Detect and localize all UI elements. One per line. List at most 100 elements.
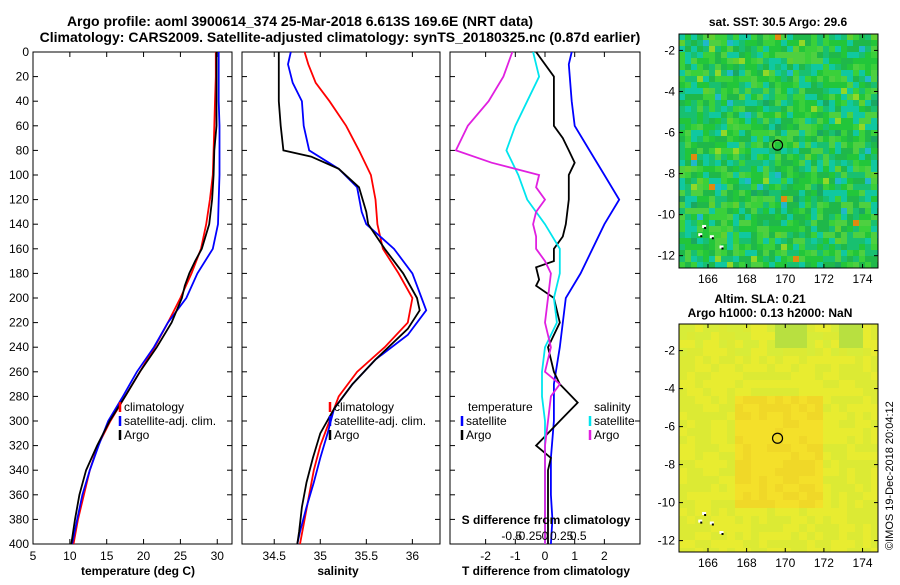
sst-cell xyxy=(859,214,865,220)
sst-cell xyxy=(835,34,841,40)
sla-cell xyxy=(719,372,727,380)
sla-cell xyxy=(751,428,759,436)
sla-cell xyxy=(831,396,839,404)
sst-cell xyxy=(769,166,775,172)
x-tick-label: 166 xyxy=(698,556,718,570)
sst-cell xyxy=(811,184,817,190)
sla-cell xyxy=(863,348,871,356)
sst-cell xyxy=(757,196,763,202)
sla-cell xyxy=(807,476,815,484)
sla-cell xyxy=(711,460,719,468)
sst-cell xyxy=(829,70,835,76)
coast-speck xyxy=(711,237,714,240)
sst-cell xyxy=(709,214,715,220)
sst-cell xyxy=(697,226,703,232)
sst-cell xyxy=(829,202,835,208)
temperature-xlabel: temperature (deg C) xyxy=(81,564,195,578)
sst-cell xyxy=(865,178,871,184)
sst-cell xyxy=(709,88,715,94)
sla-cell xyxy=(759,540,767,548)
sst-cell xyxy=(745,34,751,40)
sst-cell xyxy=(691,58,697,64)
sst-cell xyxy=(799,214,805,220)
sst-cell xyxy=(769,184,775,190)
sla-cell xyxy=(679,452,687,460)
sla-cell xyxy=(695,532,703,540)
sst-cell xyxy=(823,256,829,262)
sst-cell xyxy=(835,88,841,94)
sst-cell xyxy=(793,166,799,172)
y-tick-label: -8 xyxy=(664,167,675,181)
sst-cell xyxy=(847,130,853,136)
sst-cell xyxy=(793,118,799,124)
sla-cell xyxy=(719,428,727,436)
sst-cell xyxy=(697,136,703,142)
sst-cell xyxy=(757,178,763,184)
sst-cell xyxy=(811,142,817,148)
sla-cell xyxy=(703,468,711,476)
sst-cell xyxy=(859,124,865,130)
sst-cell xyxy=(691,82,697,88)
sst-cell xyxy=(823,172,829,178)
sla-cell xyxy=(807,444,815,452)
sla-cell xyxy=(831,444,839,452)
sst-cell xyxy=(805,52,811,58)
sst-cell xyxy=(715,184,721,190)
sla-cell xyxy=(679,364,687,372)
sla-cell xyxy=(727,516,735,524)
sst-cell xyxy=(775,196,781,202)
sla-cell xyxy=(815,500,823,508)
sst-cell xyxy=(715,58,721,64)
land-speck xyxy=(719,531,724,534)
sla-cell xyxy=(703,428,711,436)
sst-cell xyxy=(757,112,763,118)
sst-cell xyxy=(823,262,829,268)
sla-cell xyxy=(775,348,783,356)
x-tick-label: 35 xyxy=(314,549,328,563)
sla-cell xyxy=(719,356,727,364)
sla-cell xyxy=(751,524,759,532)
sla-cell xyxy=(839,332,847,340)
sst-cell xyxy=(733,196,739,202)
sla-cell xyxy=(719,476,727,484)
sla-cell xyxy=(791,516,799,524)
sst-cell xyxy=(811,148,817,154)
sst-cell xyxy=(847,232,853,238)
sla-cell xyxy=(823,428,831,436)
sst-cell xyxy=(865,256,871,262)
sst-cell xyxy=(853,136,859,142)
sst-cell xyxy=(715,118,721,124)
sla-cell xyxy=(687,420,695,428)
sst-cell xyxy=(811,250,817,256)
sst-cell xyxy=(799,208,805,214)
sst-cell xyxy=(805,112,811,118)
sla-cell xyxy=(687,508,695,516)
sla-cell xyxy=(847,348,855,356)
y-tick-label: 180 xyxy=(9,266,29,280)
sla-cell xyxy=(711,364,719,372)
sst-cell xyxy=(751,52,757,58)
sst-cell xyxy=(871,94,877,100)
sla-cell xyxy=(839,468,847,476)
coast-speck xyxy=(704,226,707,229)
sla-cell xyxy=(839,420,847,428)
sla-cell xyxy=(759,380,767,388)
sla-cell xyxy=(687,404,695,412)
sst-cell xyxy=(829,82,835,88)
sst-cell xyxy=(829,184,835,190)
coast-speck xyxy=(700,235,703,238)
sla-cell xyxy=(759,340,767,348)
sla-cell xyxy=(807,524,815,532)
sla-cell xyxy=(711,516,719,524)
sla-cell xyxy=(695,348,703,356)
sst-cell xyxy=(715,94,721,100)
sla-cell xyxy=(863,484,871,492)
sst-cell xyxy=(685,46,691,52)
sst-cell xyxy=(811,100,817,106)
sla-cell xyxy=(719,452,727,460)
sla-cell xyxy=(719,436,727,444)
sst-cell xyxy=(751,76,757,82)
sla-cell xyxy=(687,524,695,532)
sla-cell xyxy=(711,428,719,436)
sst-cell xyxy=(865,64,871,70)
